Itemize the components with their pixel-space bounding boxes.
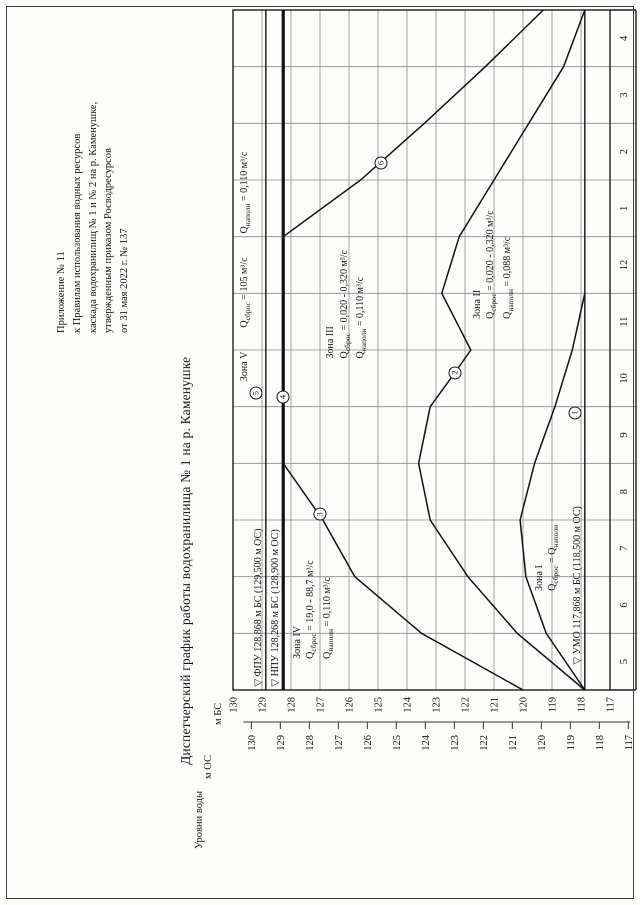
level-label-bs: 125 bbox=[374, 697, 385, 713]
level-label-bs: 121 bbox=[490, 697, 501, 713]
level-label-os: 127 bbox=[334, 735, 345, 751]
level-label-os: 121 bbox=[508, 735, 519, 751]
level-label-os: 118 bbox=[595, 735, 606, 750]
dispatch-curve-2 bbox=[417, 9, 586, 691]
month-label: 10 bbox=[619, 373, 630, 384]
dispatch-curve-1 bbox=[282, 9, 544, 691]
level-label-bs: 118 bbox=[577, 697, 588, 712]
chart-frame bbox=[232, 9, 637, 691]
level-label-os: 130 bbox=[247, 735, 258, 751]
level-label-bs: 123 bbox=[432, 697, 443, 713]
month-label: 4 bbox=[619, 35, 630, 41]
level-label-os: 128 bbox=[305, 735, 316, 751]
level-label-bs: 124 bbox=[403, 696, 414, 713]
level-label-bs: 122 bbox=[461, 697, 472, 713]
level-label-os: 119 bbox=[566, 735, 577, 750]
level-label-os: 126 bbox=[363, 735, 374, 751]
month-label: 7 bbox=[619, 546, 630, 551]
dispatch-curve-3 bbox=[519, 293, 586, 691]
month-label: 8 bbox=[619, 489, 630, 494]
month-label: 2 bbox=[619, 149, 630, 154]
level-label-os: 117 bbox=[624, 735, 635, 750]
month-label: 5 bbox=[619, 659, 630, 664]
level-scale-bs: 130 129 128 127 126 125 124 123 122 121 120 119 118 1… bbox=[229, 696, 617, 713]
level-label-os: 129 bbox=[276, 735, 287, 751]
level-label-bs: 130 bbox=[229, 697, 240, 713]
level-label-bs: 120 bbox=[519, 697, 530, 713]
level-label-os: 123 bbox=[450, 735, 461, 751]
month-label: 11 bbox=[619, 317, 630, 327]
level-label-bs: 127 bbox=[316, 697, 327, 713]
level-label-bs: 129 bbox=[258, 697, 269, 713]
month-label: 9 bbox=[619, 432, 630, 437]
level-label-os: 125 bbox=[392, 735, 403, 751]
month-label: 1 bbox=[619, 206, 630, 211]
grid bbox=[232, 9, 636, 691]
level-scale-os: 130 129 128 127 126 125 124 123 122 121 120 119 118 1… bbox=[247, 734, 635, 751]
level-label-os: 124 bbox=[421, 734, 432, 751]
level-label-os: 122 bbox=[479, 735, 490, 751]
level-scale-os-ticks bbox=[243, 721, 631, 729]
month-label: 12 bbox=[619, 260, 630, 271]
level-label-os: 120 bbox=[537, 735, 548, 751]
level-label-bs: 126 bbox=[345, 697, 356, 713]
month-label: 3 bbox=[619, 92, 630, 97]
month-label: 6 bbox=[619, 602, 630, 607]
level-label-bs: 117 bbox=[606, 697, 617, 712]
level-label-bs: 128 bbox=[287, 697, 298, 713]
level-label-bs: 119 bbox=[548, 697, 559, 712]
